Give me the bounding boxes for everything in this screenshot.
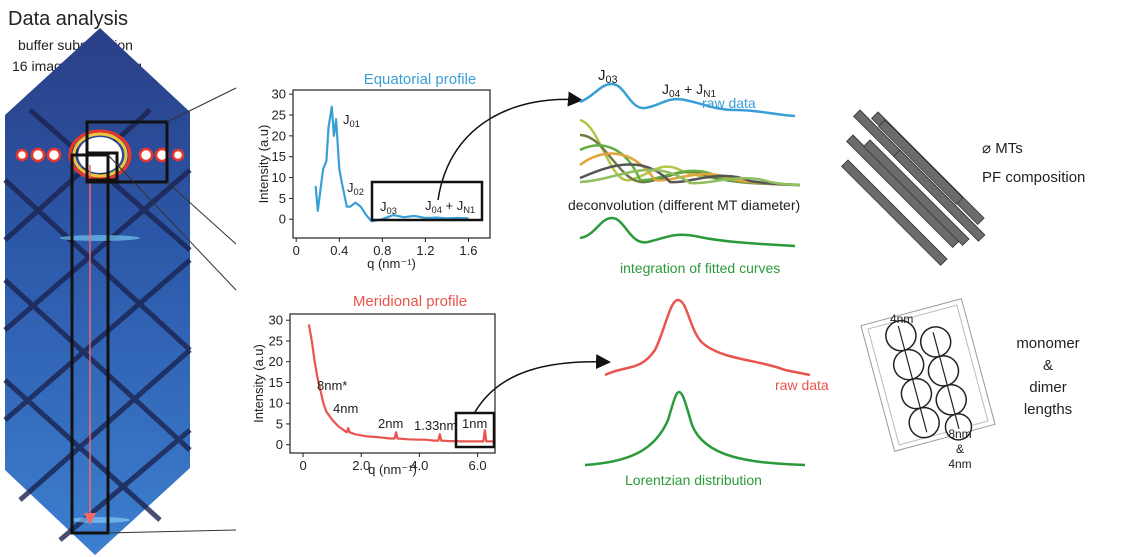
y-axis-label: Intensity (a.u)	[251, 344, 266, 423]
y-tick-label: 30	[269, 313, 283, 328]
y-axis-label: Intensity (a.u)	[256, 125, 271, 204]
annotation: J04 + JN1	[662, 81, 716, 100]
y-tick-label: 15	[269, 375, 283, 390]
x-axis-label: q (nm⁻¹)	[367, 256, 416, 271]
annotation-text: 1nm	[462, 416, 487, 431]
data-line	[314, 105, 469, 223]
y-tick-label: 30	[272, 87, 286, 102]
meridional-schematic	[584, 298, 811, 467]
annotation: 4nm	[333, 401, 358, 416]
subscript: N1	[463, 205, 475, 215]
deconvolution-label: deconvolution (different MT diameter)	[568, 197, 800, 213]
chart-title: Equatorial profile	[364, 71, 477, 88]
dimer-label: &	[956, 442, 964, 456]
annotation: 1.33nm	[414, 418, 457, 433]
plot-frame	[292, 89, 491, 239]
annotation: J02	[347, 180, 364, 197]
zoom-lines	[107, 87, 237, 534]
annotation-text: 4nm	[333, 401, 358, 416]
subscript: 04	[432, 205, 442, 215]
equatorial-schematic	[579, 82, 801, 248]
integration-label: integration of fitted curves	[620, 260, 780, 276]
dimer-label: 4nm	[948, 457, 971, 471]
annotation-text: J	[347, 180, 354, 195]
dimer-text: dimer	[1029, 379, 1067, 396]
y-tick-label: 25	[272, 108, 286, 123]
x-tick-label: 0	[293, 243, 300, 258]
annotation-text: 1.33nm	[414, 418, 457, 433]
annotation: J04 + JN1	[425, 198, 475, 215]
y-tick-label: 10	[269, 396, 283, 411]
x-tick-label: 4.0	[410, 458, 428, 473]
subscript: 01	[350, 119, 360, 129]
y-tick-label: 5	[279, 191, 286, 206]
annotation-text: J	[343, 112, 350, 127]
x-tick-label: 1.2	[416, 243, 434, 258]
x-tick-label: 2.0	[352, 458, 370, 473]
dimer-text: monomer	[1016, 335, 1079, 352]
data-line	[307, 324, 495, 443]
annotation-text: 2nm	[378, 416, 403, 431]
zoom-box	[454, 411, 496, 449]
y-tick-label: 5	[276, 416, 283, 431]
x-tick-label: 0.4	[330, 243, 348, 258]
annotation-text: + J	[680, 81, 703, 97]
subscript: 03	[606, 74, 618, 86]
dimer-text: &	[1043, 357, 1053, 374]
x-tick-label: 6.0	[469, 458, 487, 473]
arrow	[437, 91, 583, 201]
annotation-text: J	[662, 81, 669, 97]
subscript: 02	[354, 187, 364, 197]
zoom-box	[370, 180, 484, 222]
dimer-text: lengths	[1024, 401, 1072, 418]
dimer-diagram	[860, 298, 996, 452]
y-tick-label: 15	[272, 149, 286, 164]
annotation: 1nm	[462, 416, 487, 431]
annotation-text: J	[598, 67, 606, 84]
y-tick-label: 0	[276, 437, 283, 452]
y-tick-label: 10	[272, 170, 286, 185]
mt-label: PF composition	[982, 169, 1085, 186]
y-tick-label: 25	[269, 333, 283, 348]
annotation-text: + J	[442, 198, 463, 213]
annotation-text: J	[425, 198, 432, 213]
mt-label: ⌀ MTs	[982, 140, 1023, 157]
arrow	[474, 354, 611, 413]
x-tick-label: 0	[299, 458, 306, 473]
y-tick-label: 20	[269, 354, 283, 369]
dimer-label: 4nm	[890, 312, 913, 326]
annotation: 2nm	[378, 416, 403, 431]
mt-rods	[841, 109, 986, 266]
subscript: 03	[387, 206, 397, 216]
x-tick-label: 1.6	[459, 243, 477, 258]
annotation: 8nm*	[317, 378, 347, 393]
annotation-text: J	[380, 199, 387, 214]
raw-label: raw data	[775, 377, 829, 393]
annotation: J01	[343, 112, 360, 129]
dimer-label: 8nm	[948, 427, 971, 441]
subscript: 04	[669, 89, 681, 100]
raw-label: raw data	[702, 95, 756, 111]
fit-label: Lorentzian distribution	[625, 472, 762, 488]
y-tick-label: 20	[272, 128, 286, 143]
detector-image	[3, 28, 192, 555]
plot-frame	[289, 313, 496, 454]
annotation-text: 8nm*	[317, 378, 347, 393]
figure-title: Data analysis	[8, 8, 128, 30]
annotation: J03	[380, 199, 397, 216]
subscript: N1	[703, 89, 716, 100]
chart-title: Meridional profile	[353, 293, 467, 310]
x-axis-label: q (nm⁻¹)	[368, 462, 417, 477]
annotation: J03	[598, 67, 618, 86]
y-tick-label: 0	[279, 212, 286, 227]
x-tick-label: 0.8	[373, 243, 391, 258]
